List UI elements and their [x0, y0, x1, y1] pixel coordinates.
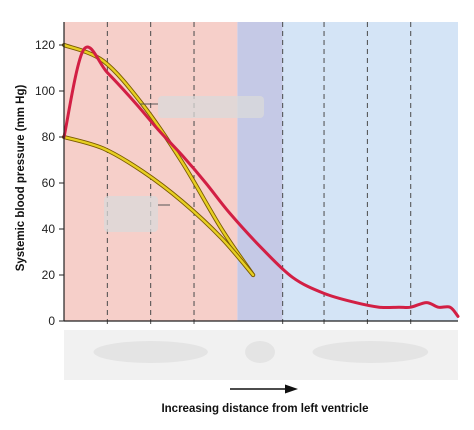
vessel-region-2 — [237, 22, 283, 321]
y-axis-ticks: 0 20 40 60 80 100 120 — [35, 38, 64, 328]
direction-arrow — [230, 384, 298, 394]
y-tick-label-120: 120 — [35, 38, 55, 52]
vessel-dividers — [106, 22, 412, 327]
callout-label-1 — [158, 96, 264, 118]
x-axis-title: Increasing distance from left ventricle — [161, 403, 368, 415]
callout-label-2 — [104, 196, 158, 232]
hidden-x-label-1 — [93, 341, 208, 363]
y-tick-label-60: 60 — [42, 176, 56, 190]
pressure-line — [62, 45, 460, 318]
hidden-x-label-3 — [312, 341, 429, 363]
y-tick-label-0: 0 — [48, 314, 55, 328]
y-axis-title: Systemic blood pressure (mm Hg) — [15, 85, 27, 272]
y-tick-label-40: 40 — [42, 222, 56, 236]
y-tick-label-80: 80 — [42, 130, 56, 144]
vessel-regions — [64, 22, 458, 321]
diastolic-envelope-line — [62, 135, 255, 277]
x-category-labels-hidden — [64, 330, 458, 380]
label-callouts — [104, 96, 264, 232]
y-tick-label-100: 100 — [35, 84, 55, 98]
axes — [63, 22, 458, 322]
pressure-series — [62, 45, 460, 318]
vessel-region-3 — [282, 22, 458, 321]
y-tick-label-20: 20 — [42, 268, 56, 282]
hidden-x-label-2 — [245, 341, 275, 363]
